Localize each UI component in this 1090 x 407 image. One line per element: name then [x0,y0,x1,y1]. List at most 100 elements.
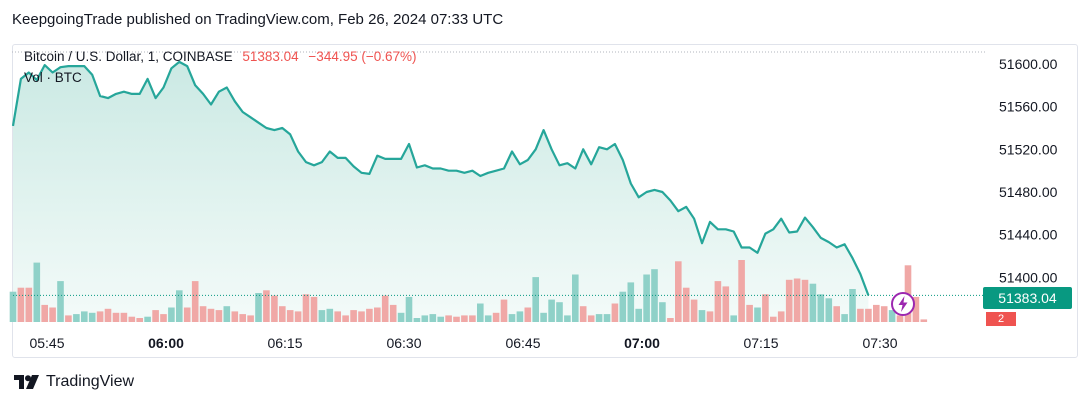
volume-bar [682,287,690,322]
volume-bar [152,310,159,322]
footer-brand[interactable]: TradingView [14,373,134,391]
footer-brand-label: TradingView [46,373,135,390]
y-tick-label: 51520.00 [999,141,1058,157]
x-tick-label: 05:45 [29,335,64,351]
volume-bar [738,260,745,322]
volume-bar [611,303,619,322]
volume-bar [199,306,207,322]
price-line [11,60,870,296]
volume-bar [176,290,183,322]
volume-bar [857,308,864,322]
legend-symbol: Bitcoin / U.S. Dollar, 1, COINBASE [24,49,233,64]
volume-bar [120,312,128,322]
volume-bar [500,299,508,322]
volume-bar [484,315,492,322]
y-tick-label: 51560.00 [999,99,1058,115]
volume-bar [239,314,246,322]
volume-bar [714,281,722,322]
volume-bar [128,316,136,322]
volume-bar [136,318,143,322]
volume-bar [358,311,365,322]
volume-bar [405,296,413,322]
volume-bar [730,315,737,322]
y-tick-label: 51440.00 [999,227,1058,243]
legend-change: −344.95 (−0.67%) [308,49,417,64]
volume-bar [762,294,769,322]
volume-bar [88,312,96,322]
volume-bar [413,318,421,322]
volume-bar [595,314,603,322]
volume-bar [144,316,151,322]
volume-bar [49,307,56,322]
volume-bar [33,262,41,322]
volume-bar [215,310,223,322]
volume-bar [397,312,405,322]
x-tick-label: 07:00 [624,335,660,351]
volume-bar [841,314,848,322]
volume-bar [310,296,318,322]
price-chart[interactable]: 51600.00 51560.00 51520.00 51480.00 51440.00… [0,0,1090,360]
volume-bar [817,294,825,322]
volume-bar [247,315,254,322]
volume-bar [469,315,476,322]
volume-bar [231,311,239,322]
lightning-icon[interactable] [890,291,916,317]
volume-bar [326,308,334,322]
volume-bar [706,311,714,322]
volume-bar [587,315,595,322]
volume-bar [833,306,840,322]
volume-bar [698,310,706,322]
x-tick-label: 06:15 [267,335,302,351]
y-tick-label: 51480.00 [999,184,1058,200]
volume-bar [271,295,278,322]
volume-bar [168,307,175,322]
volume-bar [865,308,872,322]
volume-bar [675,261,682,322]
volume-bar [286,310,294,322]
volume-bars [9,260,928,322]
volume-bar [651,269,658,322]
volume-bar [801,279,809,322]
volume-bar [880,306,888,322]
chart-frame [12,44,1078,358]
volume-bar [793,278,801,322]
volume-bar [579,306,587,322]
chart-legend: Bitcoin / U.S. Dollar, 1, COINBASE 51383… [24,49,417,64]
volume-bar [477,303,484,322]
x-tick-label: 06:00 [148,335,184,351]
volume-bar [659,302,666,322]
volume-tag: 2 [986,312,1016,326]
volume-bar [255,293,262,322]
volume-bar [334,311,341,322]
x-tick-label: 07:30 [862,335,897,351]
volume-bar [374,307,381,322]
volume-bar [873,304,880,322]
volume-bar [548,299,555,322]
volume-bar [96,311,104,322]
volume-legend: Vol · BTC [24,70,82,85]
volume-bar [508,314,516,322]
volume-bar [746,304,753,322]
volume-bar [57,281,64,322]
volume-bar [825,298,833,322]
volume-bar [183,307,191,322]
volume-bar [920,319,928,322]
volume-bar [849,289,856,322]
volume-bar [9,291,17,322]
volume-bar [191,281,199,322]
volume-bar [223,306,231,322]
volume-bar [112,312,120,322]
volume-bar [619,291,627,322]
volume-bar [41,304,48,322]
volume-bar [437,316,444,322]
y-tick-label: 51400.00 [999,269,1058,285]
legend-price: 51383.04 [242,49,299,64]
volume-bar [104,308,112,322]
x-tick-label: 06:45 [505,335,540,351]
volume-bar [81,311,88,322]
volume-bar [572,274,579,322]
volume-bar [809,283,817,322]
volume-bar [667,318,674,322]
volume-bar [453,316,460,322]
volume-bar [207,308,215,322]
